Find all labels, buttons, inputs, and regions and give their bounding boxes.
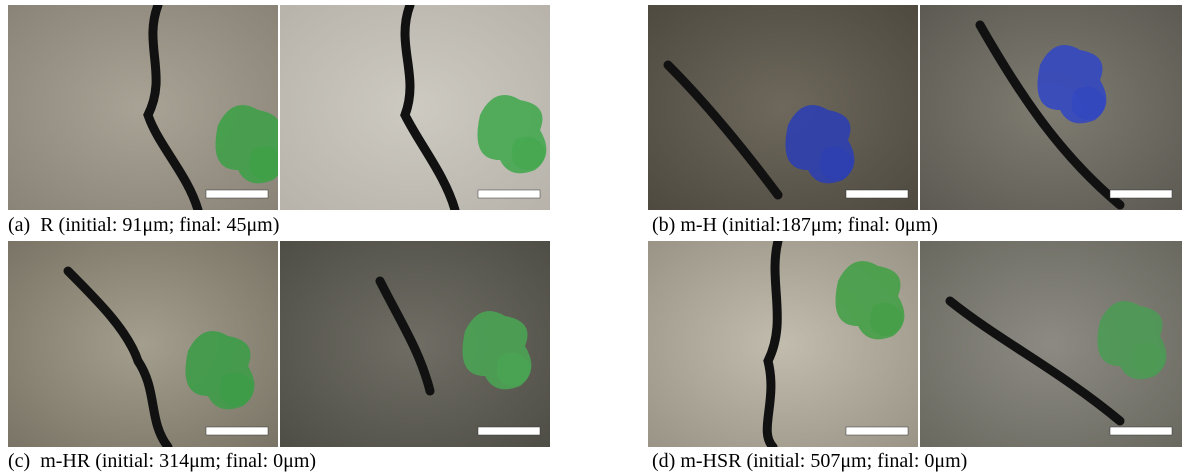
panel-label: (b): [652, 214, 675, 236]
micrograph: [648, 241, 918, 447]
micrograph: [920, 5, 1182, 210]
panel-caption: R (initial: 91μm; final: 45μm): [40, 214, 279, 236]
caption-d: (d)m-HSR (initial: 507μm; final: 0μm): [652, 450, 967, 473]
panel-caption: m-HR (initial: 314μm; final: 0μm): [40, 450, 316, 472]
micrograph: [280, 241, 550, 447]
caption-b: (b)m-H (initial:187μm; final: 0μm): [652, 214, 938, 237]
micrograph: [920, 241, 1182, 447]
panel-label: (d): [652, 450, 675, 472]
caption-a: (a) R (initial: 91μm; final: 45μm): [8, 214, 279, 237]
micrograph: [280, 5, 550, 210]
micrograph: [8, 241, 278, 447]
caption-c: (c) m-HR (initial: 314μm; final: 0μm): [8, 450, 316, 473]
panel-caption: m-H (initial:187μm; final: 0μm): [680, 214, 938, 236]
panel-caption: m-HSR (initial: 507μm; final: 0μm): [680, 450, 967, 472]
panel-label: (a): [8, 214, 30, 236]
panel-label: (c): [8, 450, 30, 472]
micrograph: [8, 5, 278, 210]
figure: (a)R (initial: 91μm; final: 45μm) (b)m-H…: [0, 0, 1189, 476]
micrograph: [648, 5, 918, 210]
